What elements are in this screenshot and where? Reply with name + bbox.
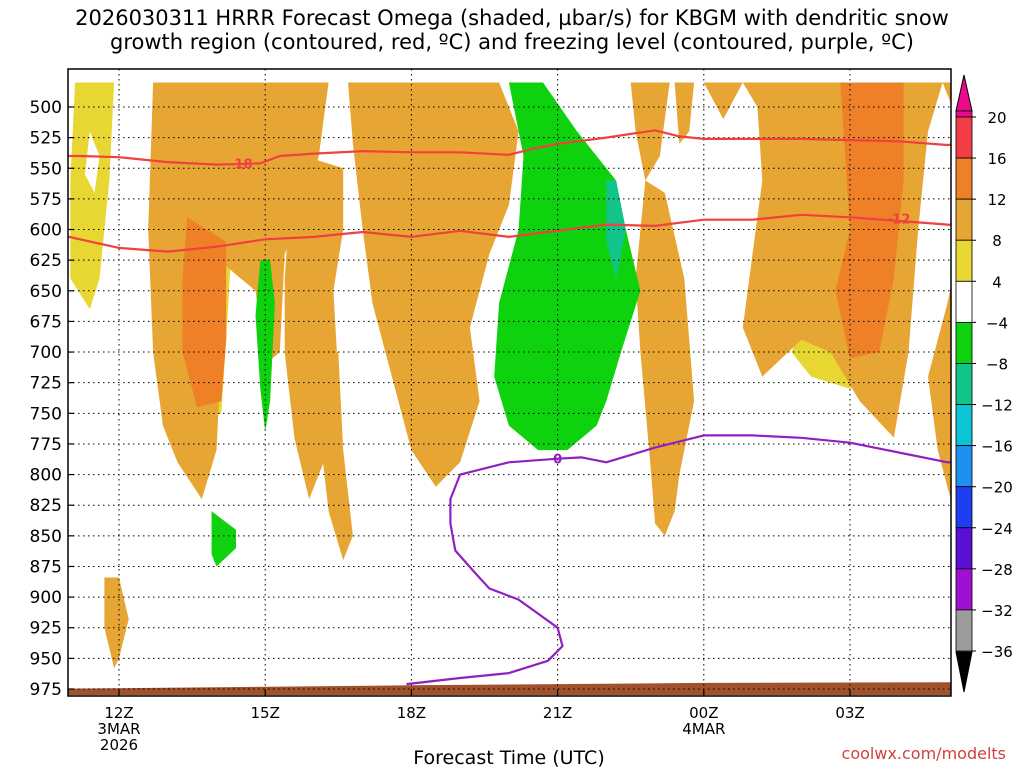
colorbar-label: −8 bbox=[986, 355, 1008, 373]
y-tick-label: 625 bbox=[30, 251, 62, 271]
y-tick-label: 550 bbox=[30, 159, 62, 179]
omega-region bbox=[1006, 499, 1024, 603]
omega-region bbox=[348, 82, 519, 487]
omega-region bbox=[70, 82, 115, 310]
colorbar-label: −36 bbox=[981, 643, 1013, 661]
omega-region bbox=[148, 82, 329, 500]
x-tick-label: 12Z bbox=[104, 704, 133, 722]
y-tick-label: 525 bbox=[30, 129, 62, 149]
colorbar-label: 20 bbox=[987, 109, 1006, 127]
omega-region bbox=[674, 82, 695, 144]
colorbar-label: −32 bbox=[981, 602, 1013, 620]
plot-gridlines bbox=[68, 69, 951, 696]
y-tick-label: 750 bbox=[30, 404, 62, 424]
colorbar-bin bbox=[955, 321, 973, 364]
colorbar-label: −16 bbox=[981, 438, 1013, 456]
colorbar-bin bbox=[955, 363, 973, 405]
omega-region bbox=[987, 83, 1002, 206]
colorbar-bin bbox=[955, 404, 973, 447]
omega-region bbox=[104, 577, 129, 669]
colorbar-bin bbox=[955, 609, 973, 652]
contour-label: -18 bbox=[229, 157, 253, 172]
omega-region bbox=[182, 217, 227, 408]
x-tick-label: 03Z bbox=[835, 704, 864, 722]
colorbar-label: −12 bbox=[981, 397, 1013, 415]
colorbar-label: −20 bbox=[981, 479, 1013, 497]
y-tick-label: 900 bbox=[30, 588, 62, 608]
omega-region bbox=[84, 131, 100, 193]
y-tick-label: 725 bbox=[30, 374, 62, 394]
ground-fill bbox=[68, 682, 951, 696]
ground-terrain bbox=[68, 682, 951, 696]
y-tick-label: 700 bbox=[30, 343, 62, 363]
y-tick-label: 575 bbox=[30, 190, 62, 210]
omega-region bbox=[211, 511, 236, 567]
omega-region bbox=[255, 260, 275, 432]
colorbar-bin bbox=[955, 116, 973, 159]
y-tick-label: 975 bbox=[30, 680, 62, 700]
x-tick-date-label: 4MAR bbox=[682, 720, 725, 738]
y-tick-label: 925 bbox=[30, 619, 62, 639]
colorbar-bin bbox=[955, 527, 973, 570]
colorbar-bin bbox=[955, 280, 973, 323]
colorbar-bin bbox=[955, 198, 973, 241]
colorbar-label: 8 bbox=[992, 232, 1002, 250]
y-tick-label: 825 bbox=[30, 496, 62, 516]
y-tick-label: 775 bbox=[30, 435, 62, 455]
y-tick-label: 875 bbox=[30, 557, 62, 577]
title-line-1: 2026030311 HRRR Forecast Omega (shaded, … bbox=[75, 6, 949, 30]
y-axis: 500 525 550 575 600 625 650 675 700 725 750 775 800 8… bbox=[30, 98, 74, 700]
x-tick-label: 15Z bbox=[251, 704, 280, 722]
y-tick-label: 500 bbox=[30, 98, 62, 118]
omega-region bbox=[835, 82, 904, 359]
x-tick-label: 00Z bbox=[689, 704, 718, 722]
y-tick-label: 650 bbox=[30, 282, 62, 302]
title-line-2: growth region (contoured, red, ºC) and f… bbox=[110, 30, 914, 54]
omega-region bbox=[606, 180, 626, 279]
colorbar-bin bbox=[955, 568, 973, 611]
colorbar-label: 12 bbox=[987, 191, 1006, 209]
colorbar-bin bbox=[955, 445, 973, 488]
omega-region bbox=[494, 82, 641, 451]
colorbar-label: −4 bbox=[986, 314, 1008, 332]
temperature-contours: -18-18-12-120 bbox=[68, 129, 951, 686]
omega-shading bbox=[70, 82, 1024, 669]
contour-line bbox=[406, 434, 951, 686]
x-tick-date-label: 2026 bbox=[100, 736, 138, 754]
contour-line bbox=[68, 129, 951, 166]
y-tick-label: 600 bbox=[30, 221, 62, 241]
x-tick-label: 21Z bbox=[543, 704, 572, 722]
y-tick-label: 850 bbox=[30, 527, 62, 547]
colorbar-label: −28 bbox=[981, 561, 1013, 579]
y-tick-label: 675 bbox=[30, 312, 62, 332]
colorbar-bin bbox=[955, 239, 973, 282]
colorbar-over-arrow bbox=[955, 74, 973, 112]
chart-title: 2026030311 HRRR Forecast Omega (shaded, … bbox=[0, 6, 1024, 54]
contour-label: 0 bbox=[553, 453, 562, 468]
contour-label: -12 bbox=[887, 212, 911, 227]
x-tick-date-label: 3MAR bbox=[97, 720, 140, 738]
colorbar-bin bbox=[955, 486, 973, 529]
x-axis-label: Forecast Time (UTC) bbox=[413, 747, 604, 768]
colorbar: 20 16 12 8 4 −4 −8 −12 −16 −20 −24 −28 −32 −36 bbox=[955, 74, 1013, 693]
colorbar-label: 16 bbox=[987, 150, 1006, 168]
colorbar-under-arrow bbox=[955, 651, 973, 693]
colorbar-label: −24 bbox=[981, 520, 1013, 538]
omega-region bbox=[635, 180, 695, 536]
colorbar-bin bbox=[955, 110, 973, 118]
contour-line bbox=[68, 213, 951, 253]
colorbar-bin bbox=[955, 157, 973, 200]
x-tick-label: 18Z bbox=[397, 704, 426, 722]
omega-region bbox=[318, 352, 353, 561]
y-tick-label: 800 bbox=[30, 466, 62, 486]
y-tick-label: 950 bbox=[30, 649, 62, 669]
colorbar-label: 4 bbox=[992, 273, 1002, 291]
source-credit: coolwx.com/modelts bbox=[841, 744, 1006, 763]
